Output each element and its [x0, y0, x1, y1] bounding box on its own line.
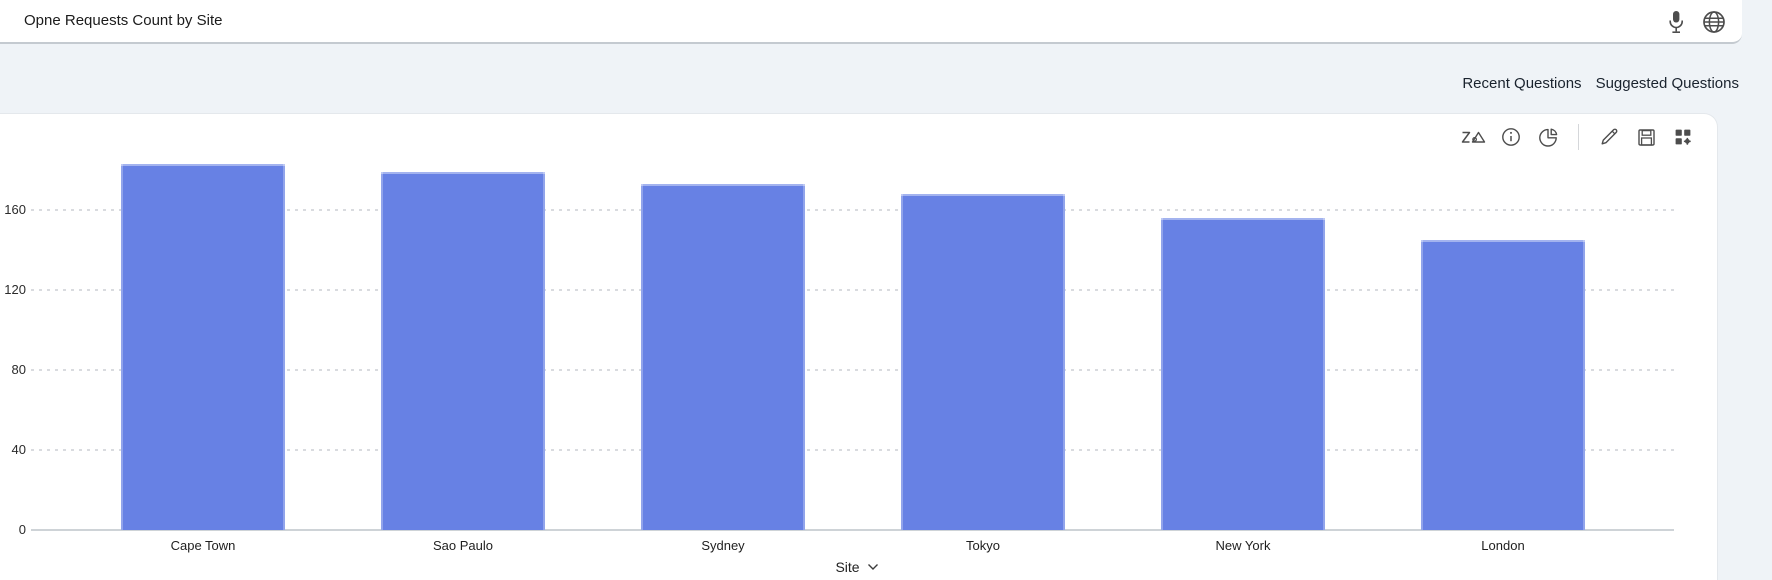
- microphone-icon: [1665, 9, 1687, 35]
- x-axis-field-label: Site: [835, 559, 860, 575]
- pie-chart-button[interactable]: [1536, 124, 1560, 150]
- globe-button[interactable]: [1699, 8, 1729, 36]
- edit-pencil-icon: [1599, 127, 1619, 147]
- bar-sydney[interactable]: [641, 184, 805, 530]
- add-to-dashboard-button[interactable]: [1671, 124, 1695, 150]
- toolbar-divider: [1578, 124, 1579, 150]
- gridline: [31, 209, 1674, 211]
- bar-new-york[interactable]: [1161, 218, 1325, 530]
- questions-links: Recent Questions Suggested Questions: [1462, 75, 1739, 92]
- suggested-questions-link[interactable]: Suggested Questions: [1595, 75, 1739, 92]
- add-to-dashboard-icon: [1673, 127, 1693, 147]
- globe-icon: [1701, 9, 1727, 35]
- gridline: [31, 369, 1674, 371]
- y-tick-label: 40: [11, 442, 26, 457]
- bar-london[interactable]: [1421, 240, 1585, 530]
- y-tick-label: 120: [4, 282, 26, 297]
- edit-button[interactable]: [1597, 124, 1621, 150]
- y-tick-label: 160: [4, 202, 26, 217]
- pie-chart-icon: [1538, 127, 1559, 148]
- y-tick-label: 0: [18, 522, 26, 537]
- info-icon: [1501, 127, 1521, 147]
- bar-tokyo[interactable]: [901, 194, 1065, 530]
- y-tick-label: 80: [11, 362, 26, 377]
- chart-card: 0 40 80 120 160 Cape Town Sao Paulo Sydney Tokyo…: [0, 113, 1718, 580]
- query-bar: Opne Requests Count by Site: [0, 0, 1742, 44]
- plot-area: 0 40 80 120 160 Cape Town Sao Paulo Sydney Tokyo…: [0, 114, 1718, 580]
- gridline: [31, 289, 1674, 291]
- microphone-button[interactable]: [1661, 8, 1691, 36]
- x-axis-field-dropdown[interactable]: Site: [787, 557, 927, 577]
- zia-icon: [1461, 128, 1487, 146]
- bar-sao-paulo[interactable]: [381, 172, 545, 530]
- save-icon: [1636, 127, 1657, 148]
- save-button[interactable]: [1634, 124, 1658, 150]
- x-category-label: London: [1481, 538, 1525, 553]
- chevron-down-icon: [867, 563, 879, 571]
- gridline: [31, 449, 1674, 451]
- x-category-label: Tokyo: [966, 538, 1000, 553]
- query-input[interactable]: Opne Requests Count by Site: [24, 12, 223, 29]
- x-category-label: Sydney: [701, 538, 745, 553]
- chart-toolbar: [1461, 124, 1695, 150]
- zia-button[interactable]: [1461, 124, 1487, 150]
- x-category-label: Cape Town: [170, 538, 236, 553]
- recent-questions-link[interactable]: Recent Questions: [1462, 75, 1582, 92]
- x-axis-line: [31, 529, 1674, 531]
- x-category-label: Sao Paulo: [433, 538, 493, 553]
- info-button[interactable]: [1499, 124, 1523, 150]
- bar-cape-town[interactable]: [121, 164, 285, 530]
- x-category-label: New York: [1215, 538, 1271, 553]
